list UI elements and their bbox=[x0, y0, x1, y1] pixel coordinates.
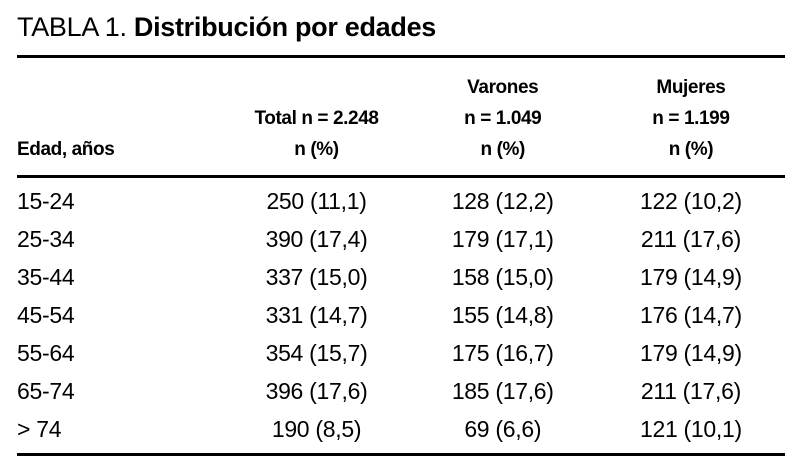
col-header-total: Total n = 2.248 n (%) bbox=[224, 58, 409, 178]
table-row: > 74 190 (8,5) 69 (6,6) 121 (10,1) bbox=[17, 410, 785, 456]
table-header: Edad, años Total n = 2.248 n (%) Varones… bbox=[17, 58, 785, 178]
table-body: 15-24 250 (11,1) 128 (12,2) 122 (10,2) 2… bbox=[17, 177, 785, 456]
varones-cell: 158 (15,0) bbox=[451, 264, 554, 290]
varones-cell: 175 (16,7) bbox=[451, 340, 554, 366]
age-cell: > 74 bbox=[17, 410, 225, 456]
col-header-mujeres: Mujeres n = 1.199 n (%) bbox=[596, 58, 785, 178]
varones-cell: 185 (17,6) bbox=[451, 378, 554, 404]
table-title-text: Distribución por edades bbox=[133, 12, 437, 42]
total-cell: 396 (17,6) bbox=[265, 378, 368, 404]
header-total-line2: Total n = 2.248 bbox=[254, 108, 379, 129]
total-cell: 354 (15,7) bbox=[265, 340, 368, 366]
top-rule bbox=[17, 55, 785, 58]
header-mujeres-line3: n (%) bbox=[668, 139, 714, 160]
varones-cell: 179 (17,1) bbox=[451, 226, 554, 252]
mujeres-cell: 211 (17,6) bbox=[640, 226, 741, 252]
header-total-line3: n (%) bbox=[294, 139, 339, 160]
total-cell: 337 (15,0) bbox=[265, 264, 368, 290]
age-distribution-table: Edad, años Total n = 2.248 n (%) Varones… bbox=[17, 58, 785, 456]
mujeres-cell: 176 (14,7) bbox=[639, 302, 742, 328]
age-cell: 55-64 bbox=[17, 340, 75, 366]
table-title: TABLA 1. Distribución por edades bbox=[17, 11, 785, 44]
header-row: Edad, años Total n = 2.248 n (%) Varones… bbox=[17, 58, 785, 178]
table-row: 15-24 250 (11,1) 128 (12,2) 122 (10,2) bbox=[17, 177, 785, 221]
mujeres-cell: 211 (17,6) bbox=[640, 378, 741, 404]
mujeres-cell: 121 (10,1) bbox=[596, 410, 785, 456]
header-varones-line1: Varones bbox=[467, 77, 539, 98]
header-varones-line3: n (%) bbox=[480, 139, 526, 160]
table-row: 55-64 354 (15,7) 175 (16,7) 179 (14,9) bbox=[17, 334, 785, 372]
table-number-label: TABLA 1. bbox=[17, 12, 127, 42]
age-cell: 65-74 bbox=[17, 378, 75, 404]
table-row: 35-44 337 (15,0) 158 (15,0) 179 (14,9) bbox=[17, 258, 785, 296]
age-cell: 25-34 bbox=[17, 226, 75, 252]
header-edad-label: Edad, años bbox=[17, 139, 115, 160]
varones-cell: 128 (12,2) bbox=[451, 188, 554, 214]
varones-cell: 155 (14,8) bbox=[451, 302, 554, 328]
mujeres-cell: 179 (14,9) bbox=[639, 264, 742, 290]
table-row: 45-54 331 (14,7) 155 (14,8) 176 (14,7) bbox=[17, 296, 785, 334]
total-cell: 390 (17,4) bbox=[265, 226, 368, 252]
mujeres-cell: 122 (10,2) bbox=[639, 188, 742, 214]
header-mujeres-line2: n = 1.199 bbox=[652, 108, 730, 129]
total-cell: 190 (8,5) bbox=[224, 410, 409, 456]
table-row: 25-34 390 (17,4) 179 (17,1) 211 (17,6) bbox=[17, 220, 785, 258]
total-cell: 331 (14,7) bbox=[265, 302, 368, 328]
col-header-edad: Edad, años bbox=[17, 58, 225, 178]
age-cell: 35-44 bbox=[17, 264, 75, 290]
table-row: 65-74 396 (17,6) 185 (17,6) 211 (17,6) bbox=[17, 372, 785, 410]
varones-cell: 69 (6,6) bbox=[408, 410, 597, 456]
total-cell: 250 (11,1) bbox=[266, 188, 367, 214]
col-header-varones: Varones n = 1.049 n (%) bbox=[408, 58, 597, 178]
mujeres-cell: 179 (14,9) bbox=[639, 340, 742, 366]
header-mujeres-line1: Mujeres bbox=[656, 77, 726, 98]
age-cell: 45-54 bbox=[17, 302, 75, 328]
header-varones-line2: n = 1.049 bbox=[464, 108, 542, 129]
age-cell: 15-24 bbox=[17, 188, 75, 214]
header-total-line1 bbox=[224, 72, 408, 103]
